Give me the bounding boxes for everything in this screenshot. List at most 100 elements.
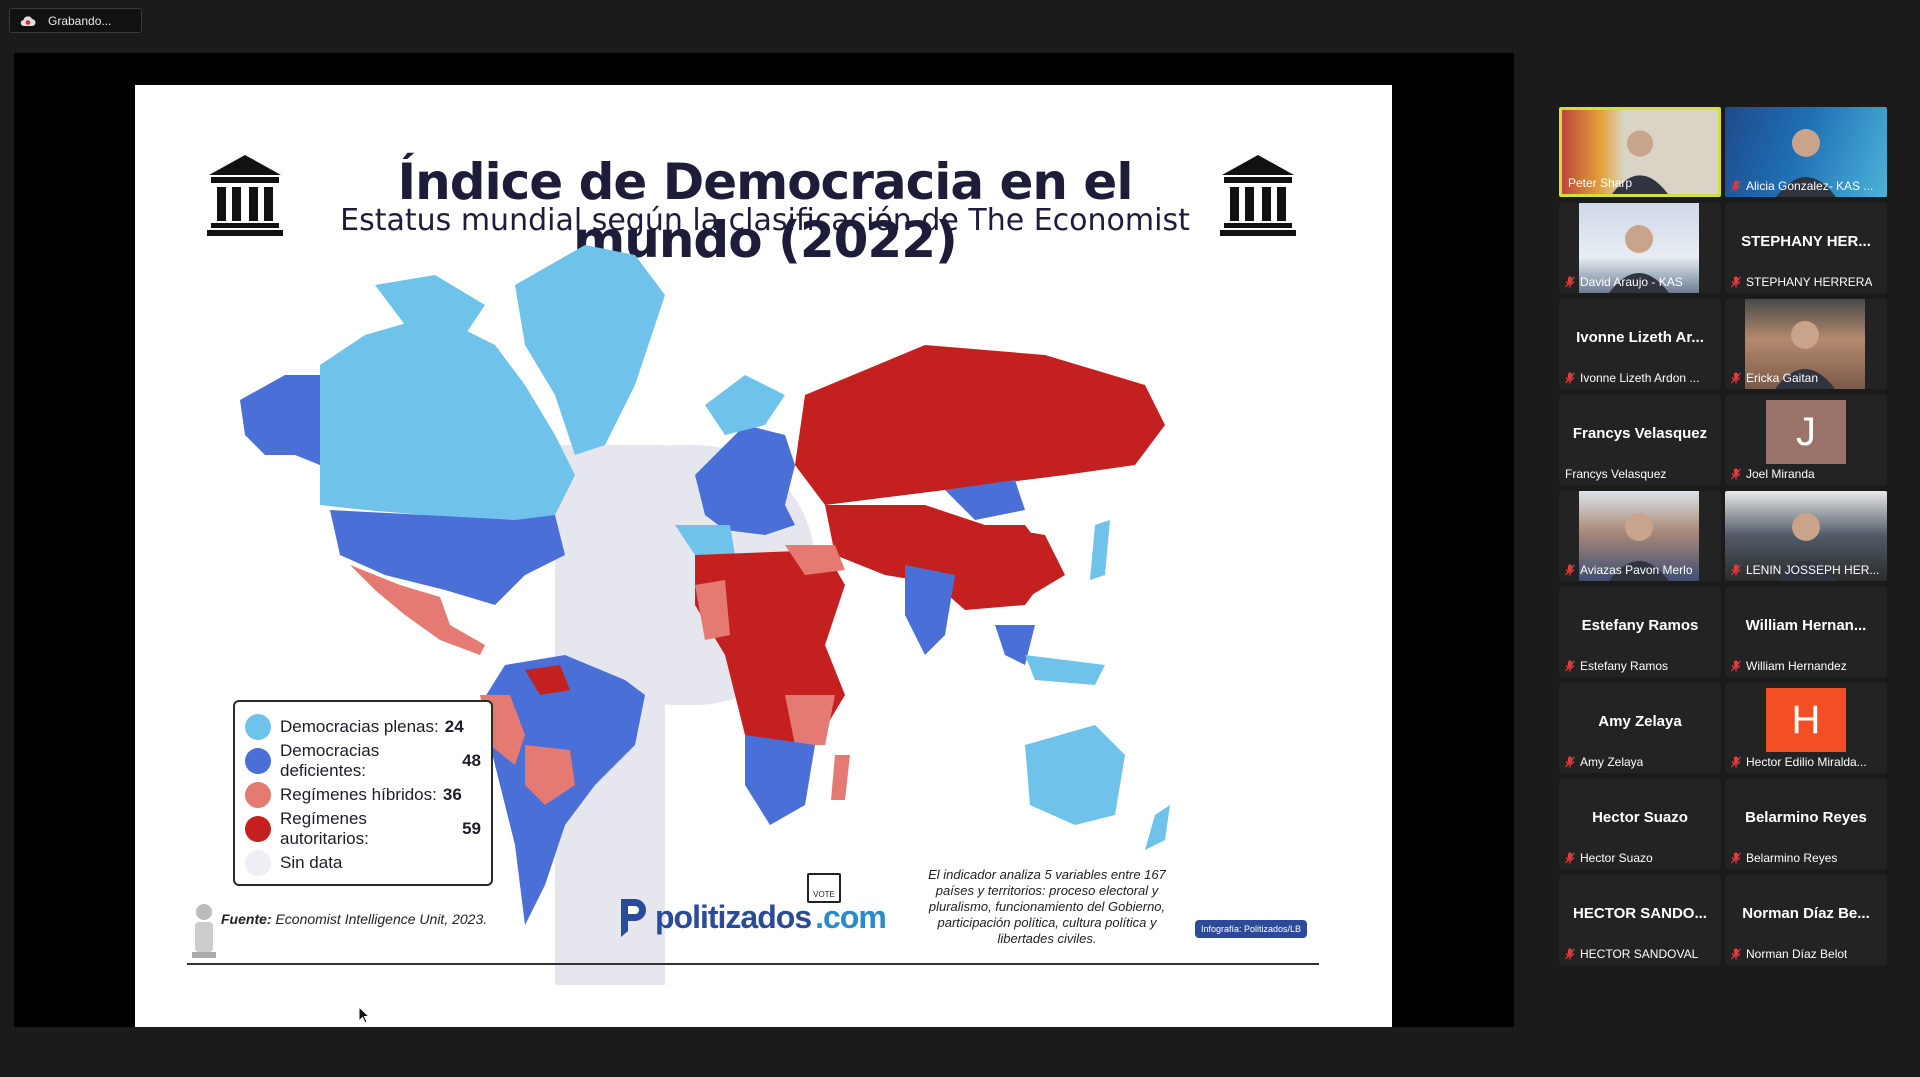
legend-row-flawed-democracies: Democracias deficientes: 48: [245, 741, 481, 780]
legend-label: Regímenes autoritarios:: [280, 809, 369, 848]
japan: [1090, 520, 1110, 580]
participant-tile[interactable]: LENIN JOSSEPH HER...: [1725, 491, 1887, 581]
infographic-credit: Infografía: Politizados/LB: [1195, 920, 1308, 938]
legend-label: Democracias plenas:: [280, 717, 439, 736]
legend-row-hybrid-regimes: Regímenes híbridos: 36: [245, 778, 481, 812]
participant-display-name: Estefany Ramos: [1581, 617, 1699, 634]
temple-icon-right: [1220, 155, 1296, 236]
participant-display-name: HECTOR SANDO...: [1573, 905, 1707, 922]
greenland: [515, 245, 665, 455]
australia: [1025, 725, 1125, 825]
legend-count: 48: [462, 751, 481, 770]
source-label: Fuente:: [221, 911, 272, 927]
participant-name-label: Norman Díaz Belot: [1731, 947, 1883, 961]
mic-muted-icon: [1731, 276, 1741, 288]
slide-divider: [187, 963, 1319, 965]
participant-tile[interactable]: Norman Díaz Be... Norman Díaz Belot: [1725, 875, 1887, 965]
participant-display-name: Ivonne Lizeth Ar...: [1576, 329, 1704, 346]
mic-muted-icon: [1731, 948, 1741, 960]
participant-name-label: Aviazas Pavon Merlo: [1565, 563, 1717, 577]
statue-icon: [192, 904, 216, 958]
participant-tile[interactable]: Belarmino Reyes Belarmino Reyes: [1725, 779, 1887, 869]
participant-tile[interactable]: Ivonne Lizeth Ar... Ivonne Lizeth Ardon .…: [1559, 299, 1721, 389]
note-line: participación política, cultura política…: [937, 915, 1157, 930]
new-zealand: [1145, 805, 1170, 850]
person-silhouette: [1609, 513, 1669, 581]
participant-name: Peter Sharp: [1568, 176, 1633, 190]
usa: [330, 510, 565, 605]
person-silhouette: [1612, 130, 1668, 194]
participant-name-label: Francys Velasquez: [1565, 467, 1717, 481]
brand-name: politizados: [655, 898, 812, 935]
recording-indicator[interactable]: Grabando...: [9, 8, 142, 33]
participant-name: Ivonne Lizeth Ardon ...: [1580, 371, 1700, 385]
india: [905, 565, 955, 655]
participant-tile[interactable]: J Joel Miranda: [1725, 395, 1887, 485]
participant-tile[interactable]: STEPHANY HER... STEPHANY HERRERA: [1725, 203, 1887, 293]
note-line: El indicador analiza 5 variables entre 1…: [928, 867, 1166, 882]
legend-swatch: [245, 782, 271, 808]
mic-muted-icon: [1731, 372, 1741, 384]
participant-name: HECTOR SANDOVAL: [1580, 947, 1699, 961]
participant-display-name: Francys Velasquez: [1572, 425, 1708, 442]
participant-name-label: Hector Edilio Miralda...: [1731, 755, 1883, 769]
mic-muted-icon: [1565, 276, 1575, 288]
participant-name-label: Ivonne Lizeth Ardon ...: [1565, 371, 1717, 385]
participant-name-label: David Araujo - KAS: [1565, 275, 1717, 289]
video-feed: [1725, 107, 1887, 197]
mic-muted-icon: [1731, 852, 1741, 864]
mic-muted-icon: [1565, 564, 1575, 576]
europe: [695, 425, 795, 535]
politizados-logo: politizados .com: [617, 895, 887, 939]
participant-name: Alicia Gonzalez- KAS ...: [1746, 179, 1874, 193]
map-legend: Democracias plenas: 24 Democracias defic…: [233, 700, 493, 886]
participant-tile[interactable]: Estefany Ramos Estefany Ramos: [1559, 587, 1721, 677]
video-feed: [1562, 110, 1718, 194]
legend-count: 59: [462, 819, 481, 838]
avatar: J: [1766, 400, 1846, 464]
mic-muted-icon: [1565, 756, 1575, 768]
logo-p-icon: [621, 899, 646, 937]
legend-label: Regímenes híbridos:: [280, 785, 437, 804]
mic-muted-icon: [1565, 948, 1575, 960]
presentation-slide: Índice de Democracia en el mundo (2022) …: [135, 85, 1392, 1027]
mexico: [350, 565, 485, 655]
participant-display-name: William Hernan...: [1745, 617, 1867, 634]
person-silhouette: [1775, 321, 1835, 389]
participant-tile[interactable]: David Araujo - KAS: [1559, 203, 1721, 293]
participant-name-label: Hector Suazo: [1565, 851, 1717, 865]
mongolia: [945, 480, 1025, 520]
legend-row-full-democracies: Democracias plenas: 24: [245, 710, 481, 744]
participant-name: Estefany Ramos: [1580, 659, 1669, 673]
participant-tile[interactable]: Alicia Gonzalez- KAS ...: [1725, 107, 1887, 197]
participant-tile[interactable]: Peter Sharp: [1559, 107, 1721, 197]
participant-tile[interactable]: Ericka Gaitan: [1725, 299, 1887, 389]
participant-display-name: Hector Suazo: [1592, 809, 1688, 826]
participant-name-label: LENIN JOSSEPH HER...: [1731, 563, 1883, 577]
participant-name-label: Ericka Gaitan: [1731, 371, 1883, 385]
china: [925, 525, 1055, 610]
legend-count: 24: [444, 717, 464, 736]
participant-tile[interactable]: William Hernan... William Hernandez: [1725, 587, 1887, 677]
person-silhouette: [1776, 129, 1836, 197]
vote-label: VOTE: [813, 890, 835, 899]
person-silhouette: [1776, 513, 1836, 581]
legend-row-authoritarian-regimes: Regímenes autoritarios: 59: [245, 809, 481, 848]
participant-name: Ericka Gaitan: [1746, 371, 1819, 385]
participant-tile[interactable]: Aviazas Pavon Merlo: [1559, 491, 1721, 581]
temple-icon-left: [207, 155, 283, 236]
legend-count: 36: [442, 785, 462, 804]
participant-name: Hector Suazo: [1580, 851, 1653, 865]
participant-name-label: Belarmino Reyes: [1731, 851, 1883, 865]
participant-tile[interactable]: Hector Suazo Hector Suazo: [1559, 779, 1721, 869]
participant-tile[interactable]: Francys Velasquez Francys Velasquez: [1559, 395, 1721, 485]
participant-name: STEPHANY HERRERA: [1746, 275, 1873, 289]
participant-name: Francys Velasquez: [1565, 467, 1667, 481]
participant-tile[interactable]: Amy Zelaya Amy Zelaya: [1559, 683, 1721, 773]
participant-name-label: Amy Zelaya: [1565, 755, 1717, 769]
recording-label: Grabando...: [48, 13, 112, 28]
mic-muted-icon: [1565, 372, 1575, 384]
participant-tile[interactable]: HECTOR SANDO... HECTOR SANDOVAL: [1559, 875, 1721, 965]
participant-tile[interactable]: H Hector Edilio Miralda...: [1725, 683, 1887, 773]
source-citation: Fuente: Economist Intelligence Unit, 202…: [221, 911, 487, 927]
